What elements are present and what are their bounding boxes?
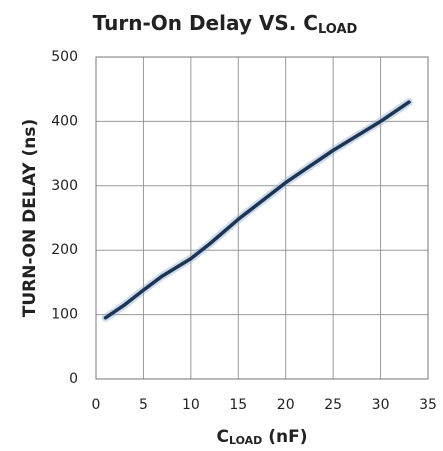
plot-border: [95, 56, 429, 380]
chart-title: Turn-On Delay VS. CLOAD: [93, 11, 358, 37]
x-tick-label: 10: [182, 397, 200, 413]
x-tick-label: 35: [419, 397, 437, 413]
x-label-main: C: [217, 427, 229, 447]
title-main: Turn-On Delay VS. C: [93, 11, 318, 35]
y-tick-label: 100: [51, 307, 78, 323]
x-tick-label: 15: [229, 397, 247, 413]
x-label-unit: (nF): [262, 427, 307, 447]
y-tick-label: 0: [69, 371, 78, 387]
x-axis-label: CLOAD (nF): [217, 427, 308, 447]
x-tick-label: 20: [277, 397, 295, 413]
x-tick-label: 25: [324, 397, 342, 413]
x-tick-label: 5: [139, 397, 148, 413]
x-label-subscript: LOAD: [229, 434, 262, 447]
y-axis-label: TURN-ON DELAY (ns): [20, 119, 40, 317]
y-tick-label: 500: [51, 49, 78, 65]
x-tick-label: 30: [372, 397, 390, 413]
y-tick-label: 200: [51, 242, 78, 258]
y-tick-label: 400: [51, 113, 78, 129]
data-line: [103, 100, 411, 320]
title-subscript: LOAD: [318, 22, 358, 37]
x-tick-label: 0: [92, 397, 101, 413]
y-tick-label: 300: [51, 178, 78, 194]
